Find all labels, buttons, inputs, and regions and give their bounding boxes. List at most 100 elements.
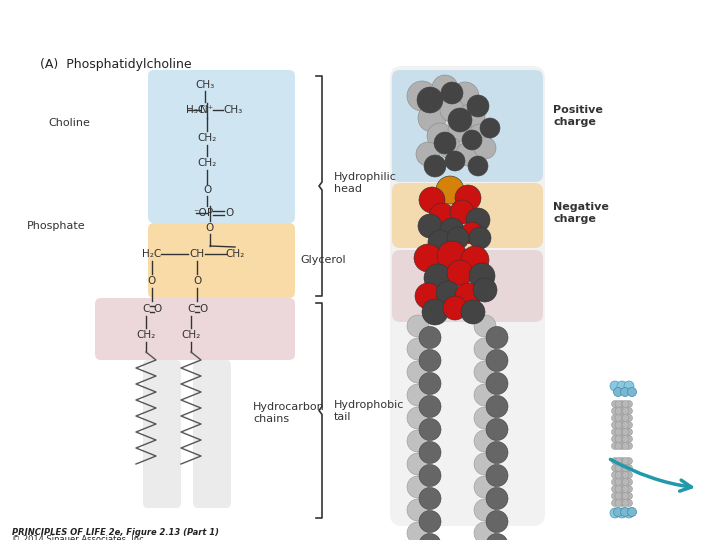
Circle shape	[611, 500, 618, 507]
Circle shape	[622, 422, 629, 429]
Circle shape	[436, 176, 464, 204]
Circle shape	[622, 485, 629, 492]
Text: O: O	[193, 276, 201, 286]
Circle shape	[407, 361, 429, 383]
Circle shape	[622, 435, 629, 442]
Circle shape	[626, 442, 632, 449]
Circle shape	[624, 381, 634, 391]
Circle shape	[419, 373, 441, 395]
Text: Figure 2.13  Phospholipids (Part 1): Figure 2.13 Phospholipids (Part 1)	[6, 6, 268, 22]
Circle shape	[468, 156, 488, 176]
Text: CH₂: CH₂	[197, 133, 217, 143]
Circle shape	[615, 485, 622, 492]
Circle shape	[466, 208, 490, 232]
Circle shape	[440, 218, 464, 242]
Circle shape	[486, 510, 508, 532]
Circle shape	[469, 227, 491, 249]
Circle shape	[611, 442, 618, 449]
Circle shape	[628, 388, 636, 396]
Circle shape	[486, 327, 508, 348]
Circle shape	[617, 508, 627, 518]
Circle shape	[416, 142, 440, 166]
Circle shape	[618, 492, 626, 500]
Circle shape	[462, 130, 482, 150]
Circle shape	[618, 442, 626, 449]
Circle shape	[474, 430, 496, 452]
Circle shape	[486, 395, 508, 417]
Circle shape	[486, 373, 508, 395]
Circle shape	[445, 151, 465, 171]
Text: Hydrocarbon
chains: Hydrocarbon chains	[253, 402, 325, 424]
Text: H₃C: H₃C	[186, 105, 205, 115]
Circle shape	[626, 415, 632, 422]
Circle shape	[624, 508, 634, 518]
Text: Choline: Choline	[48, 118, 90, 128]
Circle shape	[622, 429, 629, 435]
Text: PRINCIPLES OF LIFE 2e, Figure 2.13 (Part 1): PRINCIPLES OF LIFE 2e, Figure 2.13 (Part…	[12, 528, 219, 537]
Circle shape	[611, 492, 618, 500]
Circle shape	[474, 476, 496, 498]
Text: ⁻O: ⁻O	[193, 208, 207, 218]
Circle shape	[447, 260, 473, 286]
Text: O: O	[199, 304, 207, 314]
Circle shape	[424, 264, 452, 292]
Circle shape	[621, 508, 629, 516]
Text: Positive
charge: Positive charge	[553, 105, 603, 127]
Circle shape	[467, 95, 489, 117]
Circle shape	[419, 442, 441, 463]
Circle shape	[419, 327, 441, 348]
Circle shape	[626, 422, 632, 429]
Circle shape	[626, 500, 632, 507]
Text: C: C	[187, 304, 194, 314]
Text: CH₂: CH₂	[225, 249, 245, 259]
Circle shape	[615, 415, 622, 422]
Circle shape	[455, 185, 481, 211]
Text: N⁺: N⁺	[200, 105, 214, 115]
Circle shape	[613, 388, 623, 396]
Circle shape	[424, 155, 446, 177]
Circle shape	[407, 499, 429, 521]
Circle shape	[407, 338, 429, 360]
Circle shape	[611, 422, 618, 429]
Text: Glycerol: Glycerol	[300, 255, 346, 265]
Circle shape	[626, 401, 632, 408]
Circle shape	[618, 485, 626, 492]
Circle shape	[427, 123, 453, 149]
Circle shape	[617, 381, 627, 391]
Text: CH: CH	[189, 249, 204, 259]
Circle shape	[419, 488, 441, 510]
Text: O: O	[154, 304, 162, 314]
Circle shape	[621, 388, 629, 396]
Text: O: O	[206, 223, 214, 233]
Circle shape	[468, 124, 492, 148]
Circle shape	[486, 418, 508, 441]
Circle shape	[618, 464, 626, 471]
Circle shape	[429, 203, 455, 229]
Circle shape	[626, 464, 632, 471]
Circle shape	[615, 500, 622, 507]
Circle shape	[419, 395, 441, 417]
FancyBboxPatch shape	[392, 183, 543, 248]
Circle shape	[451, 82, 479, 110]
Circle shape	[473, 278, 497, 302]
Circle shape	[428, 230, 452, 254]
Circle shape	[447, 227, 469, 249]
Circle shape	[407, 384, 429, 406]
Circle shape	[611, 464, 618, 471]
Circle shape	[615, 457, 622, 464]
Text: © 2014 Sinauer Associates, Inc.: © 2014 Sinauer Associates, Inc.	[12, 535, 146, 540]
Text: O: O	[148, 276, 156, 286]
FancyBboxPatch shape	[95, 298, 295, 360]
Circle shape	[461, 300, 485, 324]
Text: CH₃: CH₃	[195, 80, 215, 90]
Circle shape	[622, 401, 629, 408]
FancyBboxPatch shape	[390, 66, 545, 526]
Circle shape	[610, 381, 620, 391]
Circle shape	[622, 408, 629, 415]
Circle shape	[419, 534, 441, 540]
Circle shape	[611, 485, 618, 492]
FancyBboxPatch shape	[392, 70, 543, 182]
Circle shape	[419, 464, 441, 487]
Circle shape	[474, 315, 496, 337]
Circle shape	[474, 522, 496, 540]
